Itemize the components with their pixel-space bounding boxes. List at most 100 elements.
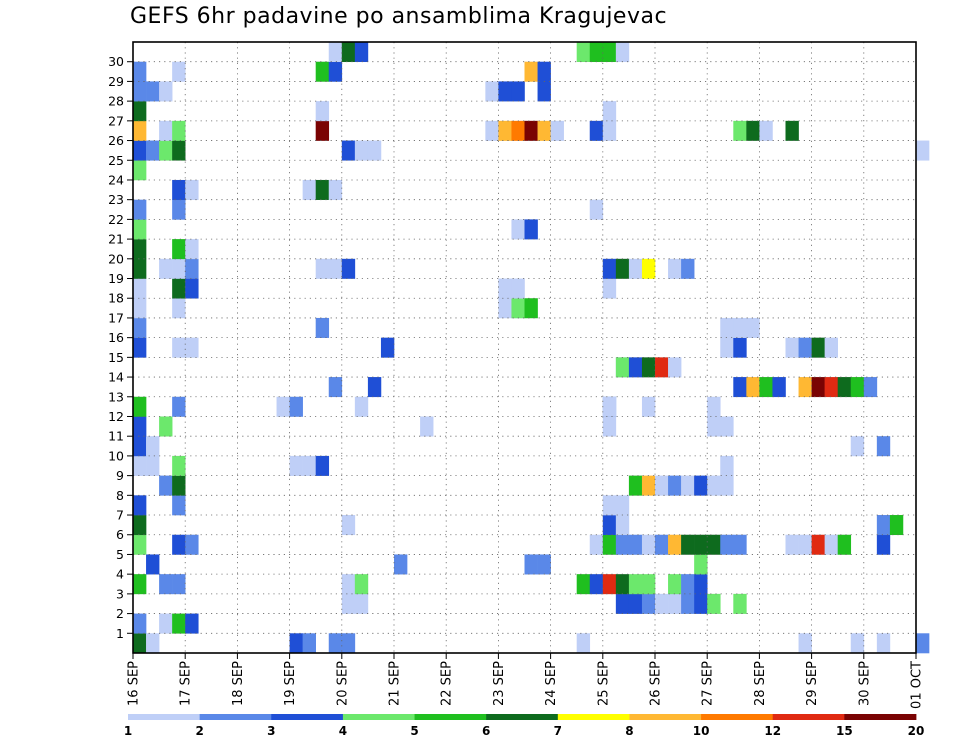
x-tick-label: 26 SEP — [649, 661, 664, 706]
heatmap-cell — [354, 396, 369, 417]
heatmap-cell — [628, 593, 643, 614]
legend-label: 6 — [482, 724, 490, 738]
heatmap-cell — [628, 574, 643, 595]
heatmap-cell — [537, 61, 551, 82]
heatmap-cell — [824, 534, 838, 555]
heatmap-cell — [146, 633, 160, 654]
heatmap-cell — [159, 416, 173, 437]
heatmap-cell — [694, 554, 708, 575]
heatmap-cell — [354, 574, 369, 595]
heatmap-cell — [511, 219, 525, 240]
x-tick-label: 22 SEP — [440, 661, 455, 706]
heatmap-cell — [537, 554, 551, 575]
heatmap-cell — [641, 574, 656, 595]
heatmap-cell — [133, 317, 147, 338]
heatmap-cell — [185, 258, 199, 279]
x-tick-label: 29 SEP — [805, 661, 820, 706]
heatmap-cell — [315, 179, 330, 200]
y-tick-label: 14 — [108, 370, 124, 385]
heatmap-cell — [837, 377, 852, 398]
heatmap-cell — [850, 436, 865, 457]
heatmap-cell — [576, 633, 591, 654]
heatmap-cell — [302, 455, 316, 476]
heatmap-cell — [341, 515, 356, 536]
heatmap-cell — [185, 534, 199, 555]
heatmap-cell — [641, 357, 656, 378]
heatmap-cell — [159, 574, 173, 595]
heatmap-cell — [133, 160, 147, 181]
heatmap-cell — [276, 396, 290, 417]
heatmap-cell — [628, 258, 643, 279]
legend-label: 10 — [693, 724, 710, 738]
legend-swatch — [342, 714, 415, 720]
legend-label: 7 — [554, 724, 562, 738]
grid-lines — [133, 42, 916, 653]
heatmap-cell — [681, 593, 695, 614]
heatmap-cell — [655, 534, 669, 555]
y-tick-label: 30 — [108, 54, 124, 69]
heatmap-cell — [172, 475, 186, 496]
heatmap-cell — [707, 396, 721, 417]
heatmap-cell — [733, 377, 747, 398]
heatmap-cell — [641, 534, 656, 555]
heatmap-cell — [146, 140, 160, 161]
heatmap-cell — [133, 337, 147, 358]
heatmap-cell — [602, 101, 617, 122]
heatmap-cell — [380, 337, 395, 358]
heatmap-cell — [811, 534, 825, 555]
heatmap-cell — [641, 396, 656, 417]
heatmap-cell — [824, 337, 838, 358]
x-tick-label: 27 SEP — [701, 661, 716, 706]
heatmap-cell — [668, 534, 682, 555]
x-tick-label: 25 SEP — [596, 661, 611, 706]
heatmap-cell — [159, 475, 173, 496]
heatmap-cell — [550, 120, 564, 141]
legend-swatch — [486, 714, 559, 720]
heatmap-cell — [367, 140, 382, 161]
heatmap-cell — [615, 258, 630, 279]
heatmap-cell — [785, 120, 799, 141]
heatmap-cell — [602, 574, 617, 595]
heatmap-cell — [133, 298, 147, 319]
y-tick-label: 19 — [108, 271, 124, 286]
heatmap-cell — [602, 42, 617, 63]
legend-swatch — [772, 714, 845, 720]
y-tick-label: 20 — [108, 251, 124, 266]
heatmap-cell — [172, 278, 186, 299]
legend-label: 12 — [764, 724, 781, 738]
legend-swatch — [844, 714, 917, 720]
heatmap-cell — [811, 377, 825, 398]
heatmap-cell — [837, 534, 852, 555]
legend-label: 2 — [195, 724, 203, 738]
y-tick-label: 22 — [108, 212, 124, 227]
legend-swatch — [128, 714, 201, 720]
heatmap-cell — [602, 120, 617, 141]
heatmap-cell — [589, 199, 604, 220]
heatmap-cell — [641, 593, 656, 614]
heatmap-cell — [172, 495, 186, 516]
heatmap-cell — [681, 475, 695, 496]
heatmap-cell — [498, 278, 512, 299]
heatmap-cell — [733, 534, 747, 555]
heatmap-cell — [798, 633, 812, 654]
heatmap-cell — [498, 120, 512, 141]
heatmap-cell — [302, 179, 316, 200]
heatmap-cell — [172, 574, 186, 595]
heatmap-cell — [746, 317, 760, 338]
heatmap-cell — [720, 416, 734, 437]
heatmap-cell — [172, 534, 186, 555]
color-legend: 1 2 3 4 5 6 7 8 10 12 15 20 — [124, 714, 924, 738]
heatmap-cell — [589, 534, 604, 555]
heatmap-cell — [185, 613, 199, 634]
heatmap-cell — [172, 258, 186, 279]
heatmap-cell — [863, 377, 878, 398]
heatmap-cell — [602, 495, 617, 516]
legend-swatch — [557, 714, 630, 720]
heatmap-cell — [172, 455, 186, 476]
heatmap-cell — [341, 42, 356, 63]
y-tick-label: 23 — [108, 192, 124, 207]
legend-label: 8 — [625, 724, 633, 738]
heatmap-cell — [850, 377, 865, 398]
y-tick-label: 16 — [108, 330, 124, 345]
